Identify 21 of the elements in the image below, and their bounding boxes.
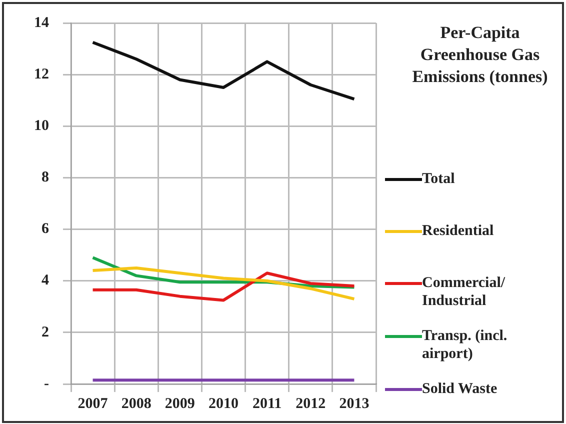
y-tick-label: 14 [34, 14, 50, 31]
legend-label: Solid Waste [422, 380, 498, 398]
y-tick-label: 2 [42, 324, 49, 340]
x-tick-label: 2007 [78, 396, 108, 412]
x-tick-label: 2012 [296, 396, 326, 412]
x-tick-label: 2011 [252, 396, 282, 412]
y-tick-label: 8 [42, 170, 49, 186]
legend-label: Commercial/ Industrial [422, 274, 506, 310]
y-tick-label: 6 [42, 221, 50, 238]
legend-label: Residential [422, 222, 495, 240]
y-tick-label: 4 [42, 272, 50, 289]
x-tick-label: 2010 [208, 396, 238, 412]
x-tick-label: 2009 [164, 396, 195, 412]
y-tick-label: 10 [34, 118, 49, 134]
text: Per-Capita Greenhouse Gas Emissions (tonnes) [411, 22, 549, 88]
legend-label: Total [422, 170, 456, 188]
y-tick-label: - [44, 376, 49, 392]
x-tick-label: 2013 [339, 396, 370, 412]
legend-label: Transp. (incl. airport) [422, 327, 508, 363]
x-tick-label: 2008 [121, 396, 152, 412]
y-tick-label: 12 [34, 66, 49, 82]
